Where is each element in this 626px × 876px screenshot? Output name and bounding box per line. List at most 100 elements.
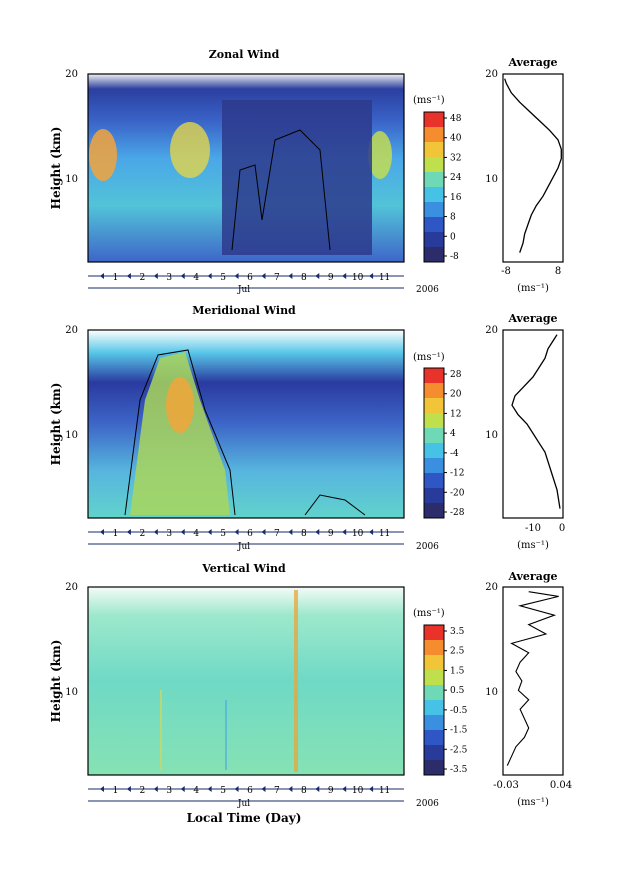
colorbar-swatch	[424, 700, 444, 716]
zonal-ytick-10: 10	[65, 174, 78, 185]
vert-frame	[87, 586, 405, 776]
zonal-frame	[87, 73, 405, 263]
colorbar-label: 20	[450, 390, 462, 400]
colorbar-frame	[423, 367, 445, 519]
colorbar-label: -0.5	[450, 706, 468, 716]
merid-avg-ytick-20: 20	[485, 325, 498, 336]
day-label: 8	[301, 273, 307, 283]
merid-avg-profile	[511, 334, 561, 509]
colorbar-label: 0	[450, 232, 456, 242]
merid-day-axis: 1 2 3 4 5 6 7 8 9 10 11	[88, 529, 404, 545]
day-label: 10	[352, 529, 364, 539]
colorbar-swatch	[424, 488, 444, 504]
colorbar-label: -4	[450, 449, 459, 459]
day-arrow	[180, 273, 185, 279]
colorbar-swatch	[424, 640, 444, 656]
day-arrow	[180, 786, 185, 792]
merid-title: Meridional Wind	[192, 304, 296, 317]
vert-average-panel: Average 20 10 -0.03 0.04 (ms⁻¹)	[485, 570, 572, 808]
colorbar-label: 4	[450, 429, 456, 439]
colorbar-swatch	[424, 730, 444, 746]
zonal-avg-xlabel: (ms⁻¹)	[517, 283, 549, 294]
vert-streak-2	[225, 700, 227, 770]
day-label: 7	[274, 273, 280, 283]
colorbar-swatch	[424, 428, 444, 444]
zonal-cbar-unit: (ms⁻¹)	[413, 95, 445, 106]
day-label: 8	[301, 786, 307, 796]
day-label: 5	[220, 529, 226, 539]
colorbar-label: -28	[450, 508, 465, 518]
day-label: 1	[113, 529, 119, 539]
vert-avg-profile	[506, 591, 559, 766]
day-label: 1	[113, 786, 119, 796]
day-label: 6	[247, 529, 253, 539]
day-arrow	[234, 273, 239, 279]
day-arrow	[369, 529, 374, 535]
day-label: 5	[220, 786, 226, 796]
colorbar-swatch	[424, 172, 444, 188]
vert-heatmap	[87, 586, 405, 776]
zonal-easterly-region	[222, 100, 372, 255]
vert-xlabel: Local Time (Day)	[187, 811, 302, 825]
colorbar-swatch	[424, 202, 444, 218]
vert-colorbar: 3.5 2.5 1.5 0.5 -0.5 -1.5 -2.5 -3.5	[423, 624, 468, 776]
merid-avg-xtick-0: -10	[525, 523, 541, 534]
merid-avg-title: Average	[507, 312, 557, 325]
colorbar-swatch	[424, 655, 444, 671]
colorbar-label: 28	[450, 370, 462, 380]
vert-ytick-10: 10	[65, 687, 78, 698]
colorbar-swatch	[424, 625, 444, 641]
vert-title: Vertical Wind	[201, 562, 286, 575]
day-label: 8	[301, 529, 307, 539]
day-arrow	[207, 786, 212, 792]
day-label: 4	[193, 786, 199, 796]
day-arrow	[153, 786, 158, 792]
merid-zero-contour	[124, 349, 236, 516]
day-label: 4	[193, 273, 199, 283]
colorbar-swatch	[424, 247, 444, 263]
merid-northward-region	[130, 352, 230, 515]
day-arrow	[126, 786, 131, 792]
colorbar-label: -3.5	[450, 765, 468, 775]
zonal-avg-xtick-0: -8	[501, 266, 511, 277]
day-label: 10	[352, 786, 364, 796]
day-arrow	[100, 786, 104, 792]
colorbar-label: 16	[450, 193, 462, 203]
merid-avg-frame	[502, 329, 564, 519]
colorbar-label: 3.5	[450, 627, 465, 637]
colorbar-label: 1.5	[450, 666, 465, 676]
day-arrow	[369, 786, 374, 792]
day-arrow	[207, 273, 212, 279]
day-label: 9	[328, 786, 334, 796]
day-arrow	[342, 529, 347, 535]
colorbar-frame	[423, 111, 445, 263]
day-label: 7	[274, 786, 280, 796]
zonal-month: Jul	[237, 285, 250, 295]
day-label: 3	[166, 273, 172, 283]
vert-streak-1	[160, 690, 162, 770]
zonal-zero-contour	[231, 129, 331, 251]
day-arrow	[288, 273, 293, 279]
colorbar-label: -2.5	[450, 745, 468, 755]
colorbar-swatch	[424, 127, 444, 143]
merid-zero-contour-2	[304, 494, 366, 516]
day-arrow	[342, 273, 347, 279]
day-arrow	[234, 786, 239, 792]
merid-frame	[87, 329, 405, 519]
colorbar-swatch	[424, 760, 444, 776]
day-arrow	[288, 786, 293, 792]
vert-avg-xtick-0: -0.03	[493, 780, 519, 791]
colorbar-swatch	[424, 458, 444, 474]
day-label: 9	[328, 529, 334, 539]
day-label: 11	[379, 786, 390, 796]
colorbar-swatch	[424, 368, 444, 384]
zonal-avg-ytick-20: 20	[485, 69, 498, 80]
colorbar-swatch	[424, 217, 444, 233]
colorbar-label: 2.5	[450, 647, 465, 657]
day-arrow	[261, 786, 266, 792]
day-label: 3	[166, 786, 172, 796]
colorbar-label: 40	[450, 134, 462, 144]
colorbar-label: 24	[450, 173, 462, 183]
day-arrow	[153, 529, 158, 535]
colorbar-label: 8	[450, 213, 456, 223]
